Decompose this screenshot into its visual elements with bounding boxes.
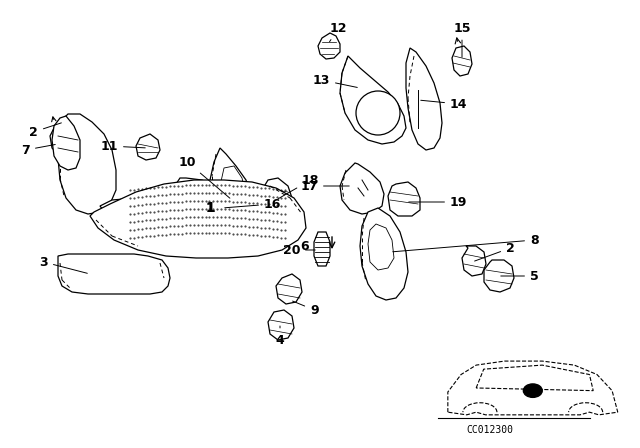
Text: 2: 2 bbox=[475, 241, 515, 261]
Text: 3: 3 bbox=[40, 255, 87, 273]
Text: 12: 12 bbox=[330, 22, 348, 42]
Polygon shape bbox=[406, 48, 442, 150]
Text: 20: 20 bbox=[282, 244, 316, 257]
Polygon shape bbox=[58, 114, 116, 214]
Text: 19: 19 bbox=[409, 195, 467, 208]
Polygon shape bbox=[484, 260, 514, 292]
Polygon shape bbox=[210, 148, 254, 240]
Polygon shape bbox=[90, 180, 306, 258]
Polygon shape bbox=[220, 166, 246, 220]
Text: 15: 15 bbox=[453, 22, 471, 57]
Text: 1: 1 bbox=[205, 202, 214, 215]
Text: 18: 18 bbox=[278, 173, 319, 198]
Polygon shape bbox=[170, 178, 236, 236]
Text: 8: 8 bbox=[393, 233, 539, 252]
Polygon shape bbox=[260, 178, 292, 218]
Text: 9: 9 bbox=[292, 301, 319, 316]
Text: CC012300: CC012300 bbox=[467, 425, 513, 435]
Text: 11: 11 bbox=[100, 139, 145, 152]
Polygon shape bbox=[268, 310, 294, 340]
Polygon shape bbox=[462, 246, 486, 276]
Polygon shape bbox=[50, 124, 70, 154]
Polygon shape bbox=[388, 182, 420, 216]
Text: 7: 7 bbox=[21, 143, 55, 156]
Text: 5: 5 bbox=[500, 270, 539, 283]
Polygon shape bbox=[100, 194, 278, 234]
Text: 1: 1 bbox=[205, 201, 215, 215]
Polygon shape bbox=[136, 134, 160, 160]
Polygon shape bbox=[340, 56, 406, 144]
Text: 2: 2 bbox=[29, 123, 61, 138]
Text: 16: 16 bbox=[225, 198, 282, 211]
Circle shape bbox=[524, 384, 542, 397]
Text: 14: 14 bbox=[420, 98, 467, 111]
Polygon shape bbox=[452, 46, 472, 76]
Polygon shape bbox=[318, 33, 340, 59]
Text: 13: 13 bbox=[312, 73, 357, 87]
Text: 17: 17 bbox=[301, 180, 349, 193]
Polygon shape bbox=[340, 163, 384, 214]
Polygon shape bbox=[314, 232, 330, 266]
Circle shape bbox=[356, 91, 400, 135]
Text: 4: 4 bbox=[276, 326, 284, 346]
Polygon shape bbox=[52, 116, 80, 170]
Text: 10: 10 bbox=[179, 155, 230, 198]
Text: 6: 6 bbox=[301, 240, 309, 253]
Polygon shape bbox=[58, 254, 170, 294]
Polygon shape bbox=[276, 274, 302, 304]
Polygon shape bbox=[368, 224, 394, 270]
Polygon shape bbox=[360, 208, 408, 300]
